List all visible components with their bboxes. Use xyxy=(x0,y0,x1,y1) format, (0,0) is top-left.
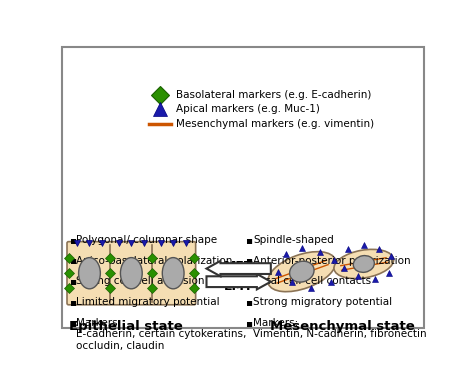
Text: Limited migratory potential: Limited migratory potential xyxy=(76,297,220,307)
Ellipse shape xyxy=(353,256,374,272)
Text: Mesenchymal markers (e.g. vimentin): Mesenchymal markers (e.g. vimentin) xyxy=(175,119,374,129)
Text: ▪: ▪ xyxy=(69,276,75,286)
FancyBboxPatch shape xyxy=(67,242,196,305)
Text: Focal cell-cell contacts: Focal cell-cell contacts xyxy=(253,276,371,286)
Text: ▪: ▪ xyxy=(245,256,252,266)
Text: ▪: ▪ xyxy=(245,276,252,286)
Text: ▪: ▪ xyxy=(69,256,75,266)
Text: ▪: ▪ xyxy=(245,235,252,245)
Ellipse shape xyxy=(334,249,394,279)
Ellipse shape xyxy=(162,257,184,289)
FancyArrow shape xyxy=(207,261,271,276)
Text: Basolateral markers (e.g. E-cadherin): Basolateral markers (e.g. E-cadherin) xyxy=(175,89,371,99)
Text: Mesenchymal state: Mesenchymal state xyxy=(270,320,414,333)
Text: Polygonal/ columnar shape: Polygonal/ columnar shape xyxy=(76,235,218,245)
Ellipse shape xyxy=(268,252,336,292)
Text: Markers:
Vimentin, N-cadherin, fibronectin: Markers: Vimentin, N-cadherin, fibronect… xyxy=(253,318,427,339)
Ellipse shape xyxy=(120,257,142,289)
Text: EMT: EMT xyxy=(224,280,253,293)
FancyBboxPatch shape xyxy=(62,47,424,328)
Text: Strong cell-cell adhesion: Strong cell-cell adhesion xyxy=(76,276,205,286)
Text: ▪: ▪ xyxy=(69,235,75,245)
Text: Strong migratory potential: Strong migratory potential xyxy=(253,297,392,307)
Text: Anterior-posterior polarization: Anterior-posterior polarization xyxy=(253,256,410,266)
Text: ▪: ▪ xyxy=(245,297,252,307)
Text: ▪: ▪ xyxy=(69,297,75,307)
Ellipse shape xyxy=(290,261,314,282)
Ellipse shape xyxy=(79,257,100,289)
Text: Markers:
E-cadherin, certain cytokeratins,
occludin, claudin: Markers: E-cadherin, certain cytokeratin… xyxy=(76,318,246,351)
Text: Spindle-shaped: Spindle-shaped xyxy=(253,235,334,245)
Text: Apical markers (e.g. Muc-1): Apical markers (e.g. Muc-1) xyxy=(175,104,319,114)
Text: ▪: ▪ xyxy=(245,318,252,328)
Text: Epithelial state: Epithelial state xyxy=(69,320,183,333)
FancyArrow shape xyxy=(207,274,271,289)
Text: Apico-basolateral polarization: Apico-basolateral polarization xyxy=(76,256,233,266)
Text: ▪: ▪ xyxy=(69,318,75,328)
Text: MET: MET xyxy=(224,260,253,273)
